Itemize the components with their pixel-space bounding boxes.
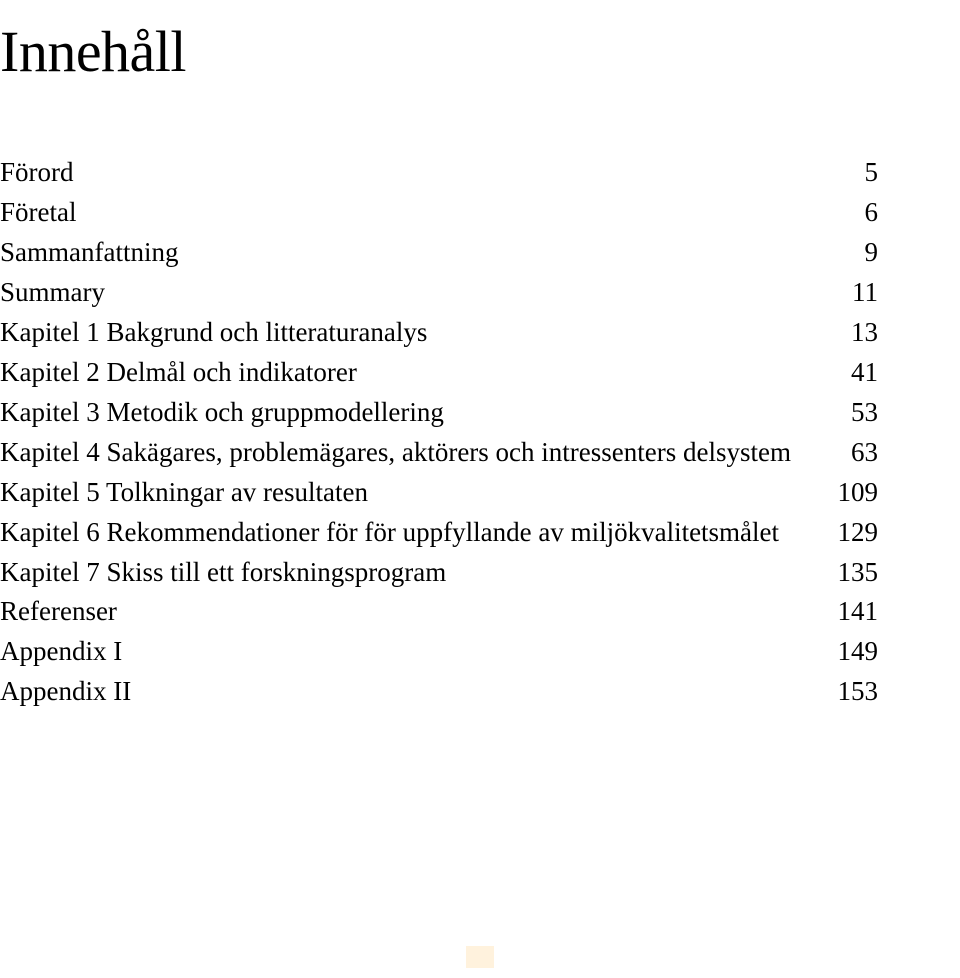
toc-label: Förord xyxy=(0,153,818,193)
toc-label: Kapitel 3 Metodik och gruppmodellering xyxy=(0,393,818,433)
toc-label: Appendix I xyxy=(0,632,818,672)
toc-row: Kapitel 6 Rekommendationer för för uppfy… xyxy=(0,513,878,553)
page-container: Innehåll Förord5Företal6Sammanfattning9S… xyxy=(0,0,960,712)
toc-page-number: 11 xyxy=(818,273,878,313)
toc-page-number: 109 xyxy=(818,473,878,513)
toc-row: Summary11 xyxy=(0,273,878,313)
toc-page-number: 13 xyxy=(818,313,878,353)
toc-page-number: 63 xyxy=(818,433,878,473)
toc-row: Appendix I149 xyxy=(0,632,878,672)
toc-page-number: 41 xyxy=(818,353,878,393)
table-of-contents: Förord5Företal6Sammanfattning9Summary11K… xyxy=(0,153,878,712)
toc-label: Kapitel 7 Skiss till ett forskningsprogr… xyxy=(0,553,818,593)
toc-label: Företal xyxy=(0,193,818,233)
toc-label: Referenser xyxy=(0,592,818,632)
toc-label: Kapitel 5 Tolkningar av resultaten xyxy=(0,473,818,513)
toc-row: Kapitel 3 Metodik och gruppmodellering53 xyxy=(0,393,878,433)
toc-page-number: 5 xyxy=(818,153,878,193)
toc-label: Summary xyxy=(0,273,818,313)
page-title: Innehåll xyxy=(0,18,878,85)
toc-row: Kapitel 2 Delmål och indikatorer41 xyxy=(0,353,878,393)
toc-row: Kapitel 4 Sakägares, problemägares, aktö… xyxy=(0,433,878,473)
toc-label: Kapitel 1 Bakgrund och litteraturanalys xyxy=(0,313,818,353)
toc-row: Företal6 xyxy=(0,193,878,233)
toc-label: Sammanfattning xyxy=(0,233,818,273)
toc-page-number: 153 xyxy=(818,672,878,712)
footer-page-marker xyxy=(466,946,494,968)
toc-page-number: 129 xyxy=(818,513,878,553)
toc-page-number: 141 xyxy=(818,592,878,632)
toc-label: Kapitel 4 Sakägares, problemägares, aktö… xyxy=(0,433,818,473)
toc-label: Kapitel 2 Delmål och indikatorer xyxy=(0,353,818,393)
toc-row: Kapitel 1 Bakgrund och litteraturanalys1… xyxy=(0,313,878,353)
toc-row: Kapitel 5 Tolkningar av resultaten109 xyxy=(0,473,878,513)
toc-row: Kapitel 7 Skiss till ett forskningsprogr… xyxy=(0,553,878,593)
toc-page-number: 149 xyxy=(818,632,878,672)
toc-row: Förord5 xyxy=(0,153,878,193)
toc-row: Referenser141 xyxy=(0,592,878,632)
toc-row: Sammanfattning9 xyxy=(0,233,878,273)
toc-page-number: 6 xyxy=(818,193,878,233)
toc-page-number: 53 xyxy=(818,393,878,433)
toc-label: Kapitel 6 Rekommendationer för för uppfy… xyxy=(0,513,818,553)
toc-page-number: 9 xyxy=(818,233,878,273)
toc-label: Appendix II xyxy=(0,672,818,712)
toc-page-number: 135 xyxy=(818,553,878,593)
toc-row: Appendix II153 xyxy=(0,672,878,712)
